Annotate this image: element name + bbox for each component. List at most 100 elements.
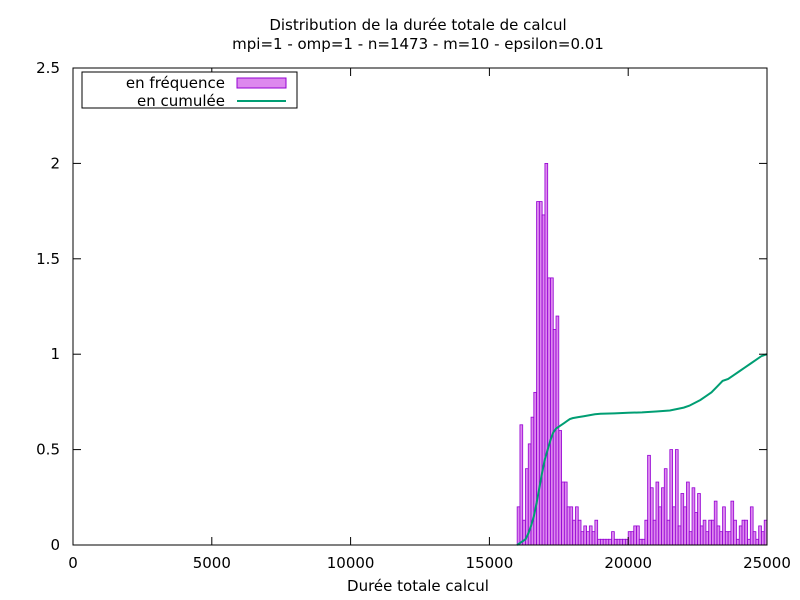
x-tick-label: 20000 (604, 554, 652, 572)
x-tick-label: 15000 (466, 554, 514, 572)
frequency-bar (552, 328, 557, 546)
frequency-bar (555, 315, 560, 546)
frequency-bar (641, 538, 646, 546)
frequency-bar (708, 519, 712, 546)
frequency-bar (761, 531, 765, 546)
frequency-bar (647, 454, 651, 546)
y-tick-label: 1.5 (36, 250, 60, 268)
frequency-bar (600, 538, 604, 546)
y-tick-label: 2 (50, 154, 60, 172)
frequency-bar (602, 538, 607, 546)
frequency-bar (586, 531, 590, 546)
frequency-bar (644, 519, 649, 546)
frequency-bar (699, 525, 704, 546)
frequency-bar (541, 214, 546, 546)
frequency-bar (558, 430, 562, 546)
frequency-bar (616, 538, 621, 546)
frequency-bar (736, 538, 740, 546)
frequency-bar (697, 493, 701, 546)
frequency-bar (652, 519, 657, 546)
frequency-bar (702, 519, 707, 546)
frequency-bar (688, 531, 693, 546)
frequency-bar (741, 519, 746, 546)
frequency-bar (533, 391, 537, 546)
x-axis: 0 5000 10000 15000 20000 25000 (68, 68, 791, 572)
frequency-bar (622, 538, 626, 546)
frequency-bar (674, 449, 679, 546)
x-tick-label: 10000 (327, 554, 375, 572)
frequency-bar (691, 487, 696, 546)
frequency-bar (755, 538, 760, 546)
frequency-bar (583, 525, 587, 546)
frequency-bar (663, 468, 668, 546)
frequency-bar (611, 531, 615, 546)
frequency-bar (580, 531, 585, 546)
frequency-bar (569, 506, 574, 546)
frequency-bar (722, 506, 726, 546)
frequency-bar (658, 506, 662, 546)
frequency-bar (686, 481, 690, 546)
frequency-bar (572, 519, 576, 546)
chart-title: Distribution de la durée totale de calcu… (269, 16, 566, 34)
frequency-bar (636, 525, 640, 546)
y-axis: 0 0.5 1 1.5 2 2.5 (36, 59, 767, 554)
frequency-bar (544, 162, 549, 546)
frequency-bar (550, 277, 554, 546)
frequency-bar (516, 506, 521, 546)
frequency-bar (724, 531, 729, 546)
frequency-bar (633, 525, 637, 546)
x-tick-label: 5000 (193, 554, 231, 572)
legend-label-frequency: en fréquence (126, 74, 225, 92)
frequency-bar (563, 481, 568, 546)
frequency-bar (711, 519, 715, 546)
frequency-bar (683, 506, 687, 546)
frequency-bar (738, 525, 743, 546)
frequency-bar (677, 525, 682, 546)
chart-subtitle: mpi=1 - omp=1 - n=1473 - m=10 - epsilon=… (232, 35, 604, 53)
frequency-bar (666, 519, 671, 546)
plot-border (72, 67, 768, 546)
x-tick-label: 25000 (743, 554, 791, 572)
y-tick-label: 1 (50, 345, 60, 363)
y-tick-label: 2.5 (36, 59, 60, 77)
frequency-bar (713, 500, 718, 546)
frequency-bar (577, 519, 582, 546)
frequency-bar (561, 481, 565, 546)
cumulative-line (516, 353, 768, 546)
frequency-bar (672, 506, 676, 546)
frequency-bar (638, 538, 643, 546)
frequency-bar (547, 277, 551, 546)
frequency-bar (597, 538, 601, 546)
frequency-bar (716, 525, 721, 546)
frequency-bar (758, 525, 762, 546)
frequency-bar (680, 493, 685, 546)
legend: en fréquence en cumulée (81, 71, 298, 110)
frequency-bar (519, 424, 524, 546)
frequency-bar (538, 201, 543, 546)
frequency-bar (661, 487, 665, 546)
frequency-bar (705, 531, 710, 546)
frequency-bar (591, 531, 596, 546)
x-tick-label: 0 (68, 554, 78, 572)
frequency-bar (730, 500, 735, 546)
frequency-bar (744, 519, 748, 546)
y-tick-label: 0 (50, 536, 60, 554)
frequency-bar (655, 481, 660, 546)
legend-swatch-frequency (236, 77, 287, 89)
frequency-bars (516, 162, 768, 546)
frequency-bar (630, 531, 635, 546)
frequency-bar (669, 449, 674, 546)
frequency-bar (752, 531, 757, 546)
frequency-bar (650, 487, 654, 546)
frequency-bar (719, 531, 723, 546)
frequency-bar (694, 512, 698, 546)
frequency-bar (566, 506, 571, 546)
y-tick-label: 0.5 (36, 441, 60, 459)
frequency-bar (575, 506, 579, 546)
frequency-bar (605, 538, 610, 546)
frequency-bar (594, 519, 599, 546)
frequency-bar (727, 531, 732, 546)
x-axis-label: Durée totale calcul (347, 577, 489, 595)
legend-label-cumulative: en cumulée (137, 92, 225, 110)
